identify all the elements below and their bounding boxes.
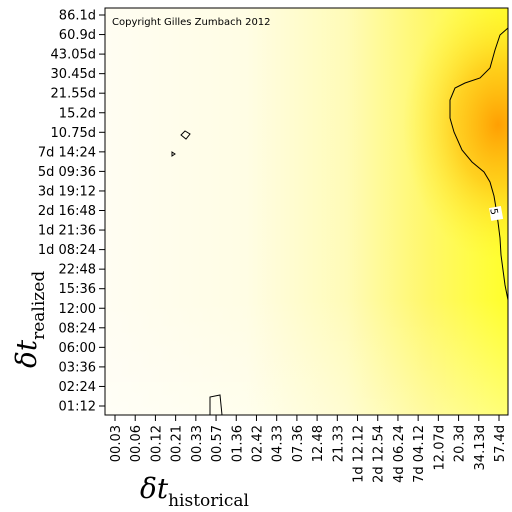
y-tick-label: 12:00: [59, 302, 96, 317]
x-tick-label: 4d 06.24: [392, 425, 407, 483]
x-tick-label: 12.48: [311, 425, 326, 462]
y-tick-label: 43.05d: [51, 48, 96, 63]
y-tick-label: 02:24: [59, 380, 96, 395]
y-axis-subscript: realized: [29, 271, 49, 340]
x-tick-label: 2d 12.54: [372, 425, 387, 483]
heatmap-bottom-fade: [105, 300, 508, 415]
plot-frame: [104, 7, 509, 416]
y-axis-title: δtrealized: [10, 271, 49, 368]
y-tick-label: 21.55d: [51, 87, 96, 102]
y-axis: 01:12 02:24 03:36 06:00 08:24 12:00 15:36 22:48…: [38, 9, 105, 415]
contour-line-right: [449, 27, 509, 301]
y-tick-label: 15.2d: [59, 106, 96, 121]
contour-blob-bottom: [209, 394, 223, 416]
y-tick-label: 3d 19:12: [38, 184, 96, 199]
y-tick-label: 22:48: [59, 263, 96, 278]
y-tick-label: 1d 08:24: [38, 243, 96, 258]
x-tick-label: 00.21: [170, 425, 185, 462]
contour-blob-small: [171, 151, 176, 157]
x-axis-title: δthistorical: [140, 472, 249, 511]
contour-blob-diamond: [180, 130, 191, 140]
heatmap-hotspot: [403, 8, 508, 260]
y-tick-label: 60.9d: [59, 28, 96, 43]
y-axis-symbol: δt: [10, 339, 43, 368]
x-tick-label: 01.36: [230, 425, 245, 462]
contour-label: 5: [487, 208, 499, 216]
x-tick-label: 21.33: [331, 425, 346, 462]
y-tick-label: 03:36: [59, 360, 96, 375]
x-tick-label: 34.13d: [473, 425, 488, 470]
x-axis-symbol: δt: [140, 472, 169, 505]
x-tick-label: 1d 12.12: [352, 425, 367, 483]
copyright-text: Copyright Gilles Zumbach 2012: [112, 17, 271, 28]
y-tick-label: 1d 21:36: [38, 224, 96, 239]
y-tick-label: 86.1d: [59, 9, 96, 24]
y-tick-label: 7d 14:24: [38, 145, 96, 160]
y-tick-label: 10.75d: [51, 126, 96, 141]
x-tick-label: 02.42: [250, 425, 265, 462]
y-tick-label: 15:36: [59, 282, 96, 297]
x-tick-label: 04.33: [271, 425, 286, 462]
y-tick-label: 2d 16:48: [38, 204, 96, 219]
x-tick-label: 00.33: [190, 425, 205, 462]
x-tick-label: 00.03: [109, 425, 124, 462]
y-tick-label: 5d 09:36: [38, 165, 96, 180]
contour-label-box: [489, 206, 504, 221]
y-tick-label: 30.45d: [51, 67, 96, 82]
x-axis-subscript: historical: [168, 491, 249, 511]
x-tick-label: 00.06: [129, 425, 144, 462]
x-tick-label: 00.57: [210, 425, 225, 462]
x-tick-label: 20.3d: [453, 425, 468, 462]
y-tick-label: 06:00: [59, 341, 96, 356]
x-tick-label: 00.12: [149, 425, 164, 462]
x-axis: 00.03 00.06 00.12 00.21 00.33 00.57 01.36 02.42…: [109, 415, 508, 483]
x-tick-label: 57.4d: [493, 425, 508, 462]
x-tick-label: 12.07d: [432, 425, 447, 470]
y-tick-label: 01:12: [59, 400, 96, 415]
x-tick-label: 7d 04.12: [412, 425, 427, 483]
y-tick-label: 08:24: [59, 321, 96, 336]
x-tick-label: 07.36: [291, 425, 306, 462]
